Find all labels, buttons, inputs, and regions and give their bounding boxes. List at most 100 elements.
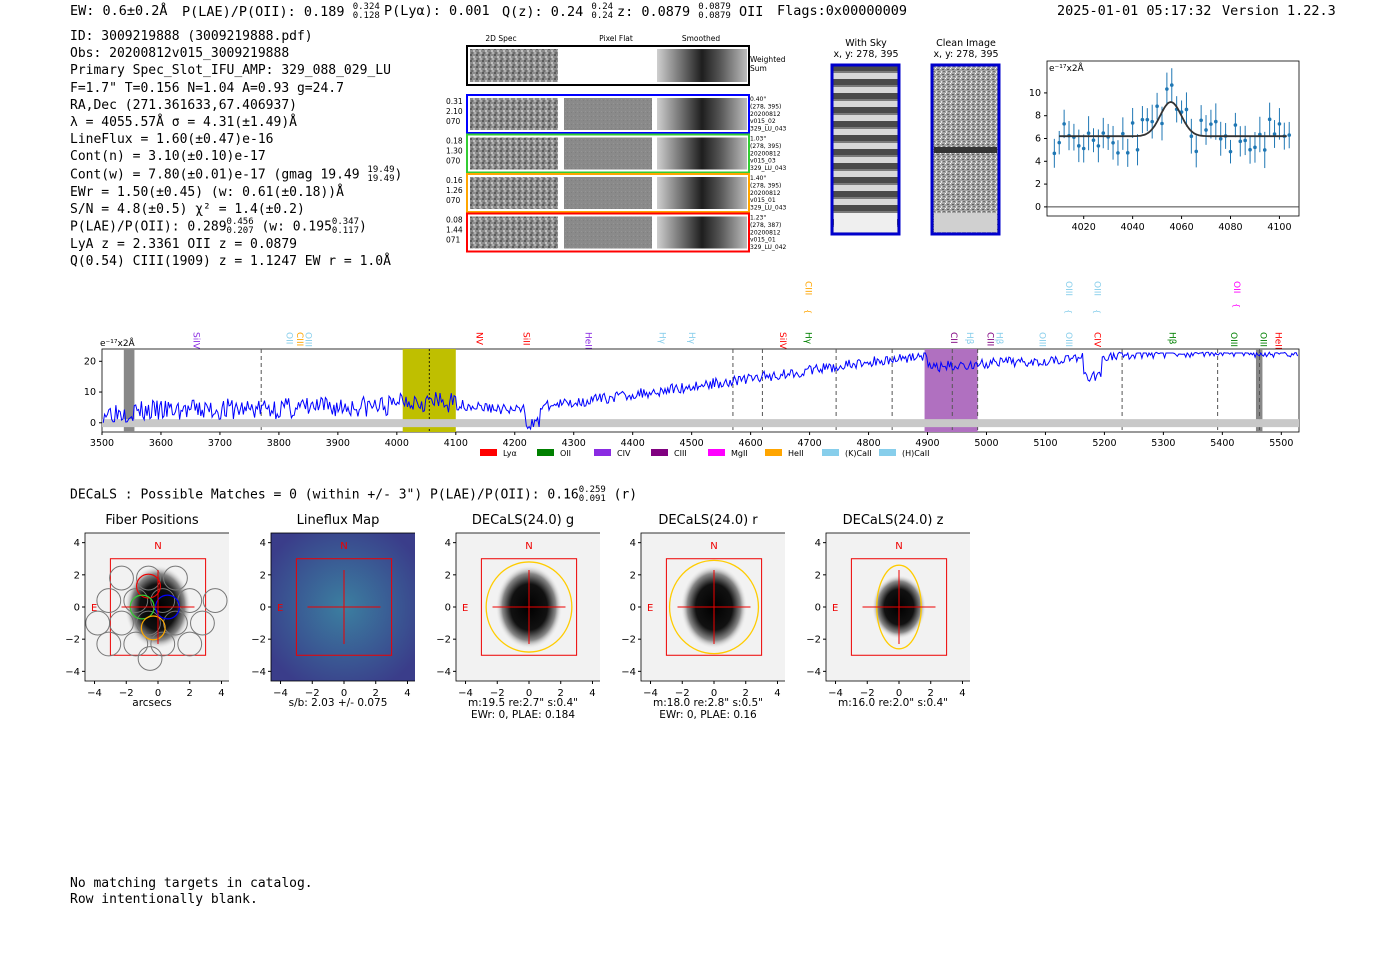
aperture-box: [850, 558, 948, 656]
fit-data-point: [1135, 147, 1140, 152]
info-obs: Obs: 20200812v015_3009219888: [70, 46, 290, 62]
panel-xtick-label: 4: [959, 688, 965, 699]
spectrum-xtick-label: 4400: [621, 438, 645, 449]
cutout-right-value: (278, 395): [750, 103, 781, 110]
info-lineflux: LineFlux = 1.60(±0.47)e-16: [70, 132, 274, 148]
spectral-line-label: OIII: [1228, 332, 1238, 347]
panel-xtick-label: −2: [490, 688, 505, 699]
fit-data-point: [1130, 121, 1135, 125]
cutout-right-value: 20200812: [750, 190, 781, 197]
fit-xtick-label: 4040: [1121, 222, 1145, 233]
cutout-right-value: v015_03: [750, 158, 776, 165]
info-lya: LyA z = 2.3361 OII z = 0.0879: [70, 237, 297, 253]
fit-data-point: [1253, 145, 1257, 150]
spectral-line-label: CII: [948, 332, 958, 344]
info-id: ID: 3009219888 (3009219888.pdf): [70, 29, 313, 44]
col-header-smoothed: Smoothed: [682, 34, 721, 43]
spectral-line-label: HeII: [583, 332, 593, 350]
cutout-left-value: 1.26: [446, 186, 463, 195]
col-header-2dspec: 2D Spec: [485, 34, 516, 43]
panel-xtick-label: 2: [928, 688, 934, 699]
panel-caption: m:18.0 re:2.8" s:0.5": [653, 697, 763, 709]
fit-data-point: [1204, 128, 1208, 132]
fit-xtick-label: 4060: [1169, 222, 1193, 233]
legend-label: MgII: [731, 449, 748, 458]
spectrum-xtick-label: 5400: [1210, 438, 1234, 449]
cutout-left-value: 1.30: [446, 147, 463, 156]
spectrum-xtick-label: 4300: [562, 438, 586, 449]
spectral-line-label: HeII: [1272, 332, 1282, 350]
panel-ytick-label: 0: [815, 603, 821, 614]
spectrum-xtick-label: 4600: [739, 438, 763, 449]
footer-line-1: No matching targets in catalog.: [70, 876, 313, 891]
fiber-circle: [150, 588, 176, 613]
spectral-line-label: OIII: [1037, 332, 1047, 347]
spectrum-xtick-label: 4200: [503, 438, 527, 449]
masked-band: [1255, 349, 1263, 432]
cutout-right-value: (278, 395): [750, 182, 781, 189]
header-qz: Q(z): 0.24 0.24 0.24: [502, 2, 614, 21]
info-contn: Cont(n) = 3.10(±0.10)e-17: [70, 149, 266, 165]
fit-data-point: [1267, 117, 1272, 122]
header-plae: P(LAE)/P(OII): 0.189 0.324 0.128: [182, 2, 380, 21]
spectrum-xtick-label: 3700: [208, 438, 232, 449]
fiber-circle: [96, 631, 122, 657]
fiber-circle: [190, 610, 215, 636]
legend-label: HeII: [788, 449, 804, 458]
fit-data-point: [1062, 122, 1066, 126]
spectral-line-label: SiIV: [190, 332, 200, 350]
header-ew: EW: 0.6±0.2Å: [70, 3, 168, 19]
panel-xtick-label: −2: [860, 688, 875, 699]
legend-swatch: [708, 449, 725, 456]
panel-caption: EWr: 0, PLAE: 0.16: [659, 709, 757, 721]
panel-ytick-label: −2: [621, 635, 636, 646]
panel-ytick-label: −2: [251, 635, 266, 646]
fit-ytick-label: 4: [1035, 156, 1041, 167]
masked-band: [123, 349, 135, 432]
spectrum-xtick-label: 4000: [385, 438, 409, 449]
fit-data-point: [1262, 148, 1267, 152]
spectrum-xtick-label: 4800: [856, 438, 880, 449]
cutout-right-value: 1.23": [750, 215, 766, 222]
panel-xtick-label: 4: [589, 688, 595, 699]
fit-data-point: [1189, 134, 1194, 139]
panel-xtick-label: 4: [774, 688, 780, 699]
legend-label: CIV: [617, 449, 631, 458]
cutout-right-value: 20200812: [750, 150, 781, 157]
fiber-circle: [136, 610, 161, 636]
panel-ytick-label: 0: [74, 603, 80, 614]
spectral-line-label: OII: [284, 332, 294, 344]
info-fwhm: F=1.7" T=0.156 N=1.04 A=0.93 g=24.7: [70, 80, 344, 96]
spectral-line-label: OIII: [1258, 332, 1268, 347]
panel-ytick-label: 2: [260, 570, 266, 581]
panel-title: Fiber Positions: [105, 513, 199, 528]
cutout-pixelflat: [564, 98, 652, 130]
spectral-line-label: Hβ: [994, 332, 1004, 345]
cutout-smoothed: [657, 177, 747, 209]
cutout-right-value: 329_LU_043: [750, 165, 787, 172]
fiber-highlight: [140, 615, 166, 641]
fit-data-point: [1243, 138, 1247, 143]
panel-ytick-label: 2: [445, 570, 451, 581]
spectral-line-label: CIII: [803, 281, 813, 295]
gaussian-fit-curve: [1059, 101, 1287, 138]
galaxy-ellipse: [668, 559, 760, 655]
panel-ytick-label: −2: [436, 635, 451, 646]
north-label: N: [154, 541, 161, 552]
info-radec: RA,Dec (271.361633,67.406937): [70, 97, 297, 113]
fit-data-point: [1214, 119, 1218, 124]
spectrum-ytick-label: 0: [90, 418, 96, 429]
galaxy-ellipse: [485, 561, 573, 653]
panel-ytick-label: −4: [251, 667, 266, 678]
weighted-smoothed: [657, 49, 747, 82]
panel-xtick-label: 0: [526, 688, 532, 699]
spectrum-xtick-label: 4900: [915, 438, 939, 449]
panel-ytick-label: 4: [630, 538, 636, 549]
legend-label: CIII: [674, 449, 687, 458]
cutout-right-value: (278, 395): [750, 143, 781, 150]
fit-xtick-label: 4080: [1218, 222, 1242, 233]
east-label: E: [462, 603, 468, 614]
clean-image-header: Clean Image x, y: 278, 395: [933, 38, 999, 60]
panel-xtick-label: 0: [711, 688, 717, 699]
fit-data-point: [1111, 140, 1115, 145]
